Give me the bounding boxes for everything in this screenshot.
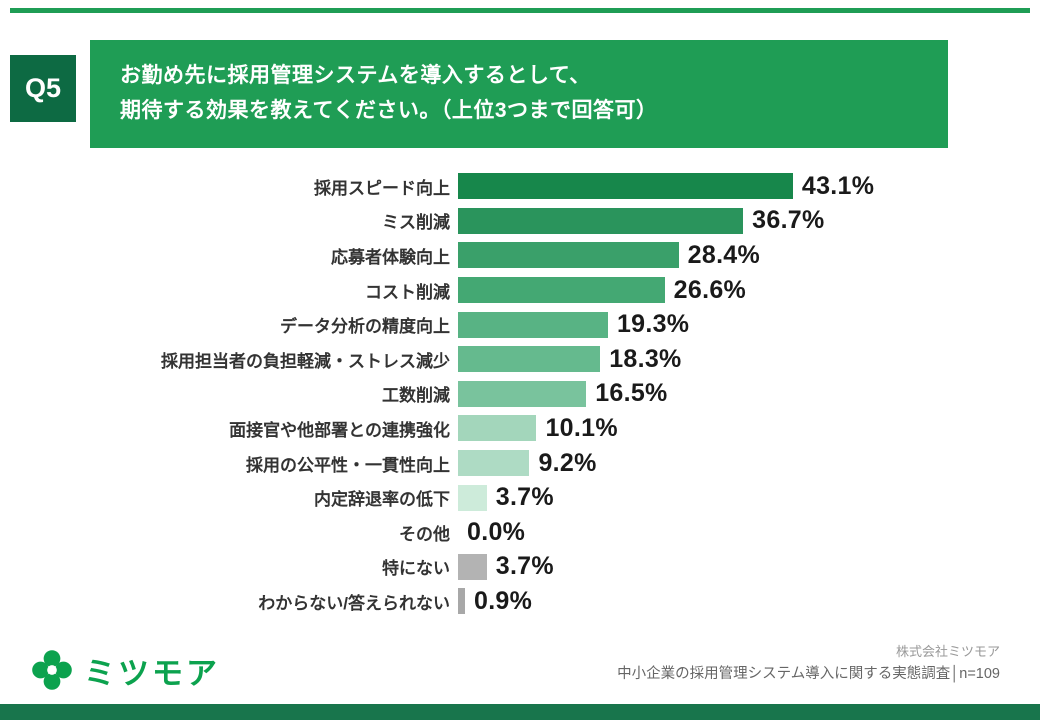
question-title-line-1: お勤め先に採用管理システムを導入するとして、 [120, 64, 591, 88]
bar-track: 3.7% [455, 552, 1000, 581]
value-label: 28.4% [687, 240, 761, 269]
question-header: お勤め先に採用管理システムを導入するとして、 期待する効果を教えてください。（上… [90, 40, 948, 148]
bar-chart: 採用スピード向上 43.1% ミス削減 36.7% 応募者体験向上 28.4% コスト削減 2… [0, 169, 1000, 619]
bar [458, 346, 601, 373]
bar [458, 242, 679, 269]
category-label: コスト削減 [365, 282, 450, 302]
brand-logo: ミツモア [30, 646, 220, 694]
bar-track: 19.3% [455, 310, 1000, 339]
mitsumoa-flower-icon [30, 648, 74, 692]
bar-track: 36.7% [455, 206, 1000, 235]
value-label: 18.3% [609, 344, 682, 373]
question-title-line-2: 期待する効果を教えてください。（上位3つまで回答可） [120, 99, 658, 122]
chart-row: データ分析の精度向上 19.3% [0, 307, 1000, 342]
category-label: 内定辞退率の低下 [314, 490, 450, 510]
value-label: 0.9% [473, 586, 533, 615]
source-attribution: 株式会社ミツモア 中小企業の採用管理システム導入に関する実態調査│n=109 [617, 642, 1000, 686]
chart-row: 応募者体験向上 28.4% [0, 238, 1000, 273]
bar-track: 16.5% [455, 379, 1000, 408]
bar-track: 10.1% [455, 414, 1000, 443]
bar-track: 26.6% [455, 276, 1000, 305]
company-name: 株式会社ミツモア [895, 644, 1000, 659]
chart-row: 特にない 3.7% [0, 550, 1000, 585]
value-label: 9.2% [538, 448, 597, 477]
survey-title: 中小企業の採用管理システム導入に関する実態調査│n=109 [617, 665, 1000, 682]
value-label: 19.3% [616, 310, 690, 339]
chart-row: ミス削減 36.7% [0, 204, 1000, 239]
category-label: 応募者体験向上 [331, 247, 450, 267]
category-label: わからない/答えられない [258, 593, 450, 613]
bar-track: 43.1% [455, 172, 1000, 201]
category-label: 採用の公平性・一貫性向上 [246, 455, 450, 475]
chart-row: 内定辞退率の低下 3.7% [0, 480, 1000, 515]
bar-track: 28.4% [455, 241, 1000, 270]
value-label: 3.7% [495, 483, 554, 512]
category-label: 採用担当者の負担軽減・ストレス減少 [161, 351, 450, 371]
chart-row: コスト削減 26.6% [0, 273, 1000, 308]
value-label: 36.7% [752, 206, 825, 235]
bar-track: 0.9% [455, 587, 1000, 616]
bar [458, 415, 537, 442]
chart-row: 採用の公平性・一貫性向上 9.2% [0, 446, 1000, 481]
bar-track: 9.2% [455, 449, 1000, 478]
chart-row: 面接官や他部署との連携強化 10.1% [0, 411, 1000, 446]
bottom-accent-band [0, 704, 1040, 720]
value-label: 10.1% [545, 413, 618, 442]
chart-row: 採用スピード向上 43.1% [0, 169, 1000, 204]
chart-row: わからない/答えられない 0.9% [0, 584, 1000, 619]
value-label: 43.1% [801, 171, 875, 200]
question-number-badge: Q5 [10, 55, 76, 122]
brand-logo-text: ミツモア [84, 655, 220, 691]
bar [458, 311, 608, 338]
chart-row: 工数削減 16.5% [0, 377, 1000, 412]
bar [458, 173, 793, 200]
top-accent-line [10, 8, 1030, 13]
bar [458, 450, 530, 477]
bar-track: 18.3% [455, 345, 1000, 374]
question-number-label: Q5 [24, 73, 62, 103]
value-label: 0.0% [467, 517, 526, 546]
category-label: ミス削減 [382, 213, 450, 233]
chart-rows: 採用スピード向上 43.1% ミス削減 36.7% 応募者体験向上 28.4% コスト削減 2… [0, 169, 1000, 619]
value-label: 26.6% [673, 275, 747, 304]
bar [458, 553, 487, 580]
bar [458, 207, 744, 234]
category-label: 採用スピード向上 [314, 178, 450, 198]
bar [458, 277, 665, 304]
bar [458, 484, 487, 511]
category-label: 工数削減 [382, 386, 450, 406]
category-label: 面接官や他部署との連携強化 [229, 420, 450, 440]
chart-row: 採用担当者の負担軽減・ストレス減少 18.3% [0, 342, 1000, 377]
bar [458, 588, 465, 615]
category-label: その他 [399, 524, 450, 544]
bar-track: 0.0% [455, 518, 1000, 547]
category-label: 特にない [382, 559, 450, 579]
value-label: 3.7% [495, 552, 554, 581]
bar [458, 380, 587, 407]
chart-row: その他 0.0% [0, 515, 1000, 550]
category-label: データ分析の精度向上 [280, 317, 450, 337]
bar-track: 3.7% [455, 483, 1000, 512]
value-label: 16.5% [595, 379, 668, 408]
